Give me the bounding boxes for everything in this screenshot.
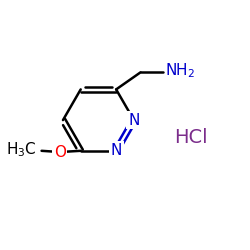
Text: H$_3$C: H$_3$C [6,140,37,159]
Text: HCl: HCl [174,128,208,147]
Text: O: O [54,144,66,160]
Text: N: N [128,112,140,128]
Text: N: N [110,143,122,158]
Text: NH$_2$: NH$_2$ [165,62,195,80]
